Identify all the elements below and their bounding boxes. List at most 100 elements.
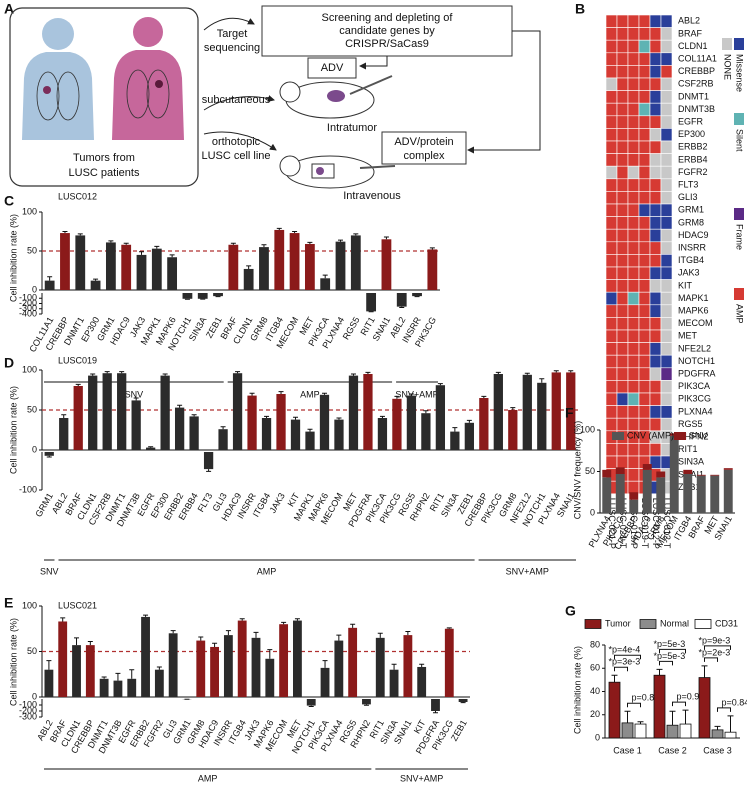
bar bbox=[168, 633, 178, 697]
heatmap-cell bbox=[605, 266, 618, 280]
heatmap-cell bbox=[627, 354, 640, 369]
legend-label: Tumor bbox=[605, 618, 631, 628]
group-label: SNV+AMP bbox=[400, 773, 443, 783]
y-axis-label: Cell inhibition rate (%) bbox=[8, 618, 18, 706]
error-bar bbox=[46, 455, 52, 458]
error-bar bbox=[230, 242, 236, 245]
bar bbox=[306, 699, 316, 706]
gene-label: PIK3CA bbox=[678, 381, 710, 391]
bar-segment bbox=[602, 469, 612, 478]
gene-label: MAPK6 bbox=[678, 305, 709, 315]
heatmap-cell bbox=[627, 241, 640, 255]
heatmap-cell bbox=[638, 14, 651, 28]
heatmap-cell bbox=[627, 14, 640, 28]
heatmap-cell bbox=[660, 153, 673, 167]
heatmap-cell bbox=[605, 102, 618, 117]
bar bbox=[621, 722, 634, 739]
significance-bracket bbox=[704, 645, 731, 650]
sample-label: LUSC-021-P bbox=[607, 498, 617, 549]
error-bar bbox=[212, 642, 218, 647]
heatmap-cell bbox=[605, 417, 618, 432]
heatmap-cell bbox=[649, 367, 662, 381]
error-bar bbox=[220, 426, 226, 430]
gene-label: ABL2 bbox=[678, 16, 700, 26]
bar bbox=[210, 646, 219, 697]
heatmap-cell bbox=[660, 380, 673, 394]
heatmap-cell bbox=[638, 140, 651, 154]
heatmap-cell bbox=[649, 304, 662, 318]
error-bar bbox=[423, 410, 429, 414]
heatmap-cell bbox=[627, 178, 640, 192]
group-label: AMP bbox=[198, 773, 218, 783]
error-bar bbox=[47, 276, 53, 281]
bar bbox=[403, 635, 413, 697]
diagram-label: subcutaneous bbox=[202, 94, 271, 106]
error-bar bbox=[408, 393, 414, 396]
diagram-label: complex bbox=[404, 150, 445, 162]
gene-label: COL11A1 bbox=[678, 53, 717, 63]
heatmap-cell bbox=[605, 115, 618, 129]
heatmap-cell bbox=[627, 77, 640, 91]
heatmap-cell bbox=[638, 367, 651, 381]
y-tick-label: 50 bbox=[585, 466, 595, 476]
heatmap-cell bbox=[616, 39, 629, 54]
error-bar bbox=[143, 614, 149, 617]
error-bar bbox=[246, 265, 252, 269]
heatmap-cell bbox=[638, 279, 651, 293]
chart-title: LUSC021 bbox=[58, 600, 97, 610]
bar-segment bbox=[642, 464, 652, 470]
heatmap-cell bbox=[627, 291, 640, 306]
bar bbox=[334, 419, 344, 450]
heatmap-cell bbox=[627, 329, 640, 343]
bar bbox=[305, 431, 315, 450]
heatmap-cell bbox=[649, 291, 662, 306]
bar bbox=[458, 699, 468, 702]
error-bar bbox=[460, 702, 466, 704]
heatmap-cell bbox=[627, 392, 640, 406]
heatmap-cell bbox=[605, 455, 618, 469]
bar bbox=[73, 386, 83, 450]
patient-figure bbox=[112, 17, 184, 140]
error-bar bbox=[87, 640, 93, 646]
bar bbox=[381, 239, 392, 290]
heatmap-cell bbox=[660, 241, 673, 255]
bar bbox=[666, 724, 679, 739]
heatmap-cell bbox=[616, 216, 629, 230]
bar bbox=[698, 677, 711, 739]
gene-label: MAPK1 bbox=[678, 293, 709, 303]
heatmap-cell bbox=[616, 90, 629, 104]
heatmap-cell bbox=[627, 27, 640, 41]
bar bbox=[350, 235, 361, 290]
heatmap-cell bbox=[616, 203, 629, 217]
bar bbox=[59, 418, 69, 450]
heatmap-cell bbox=[649, 115, 662, 129]
legend-swatch bbox=[722, 38, 732, 50]
heatmap-cell bbox=[605, 14, 618, 28]
heatmap-cell bbox=[649, 354, 662, 369]
heatmap-cell bbox=[638, 304, 651, 318]
gene-label: RGS5 bbox=[678, 419, 703, 429]
heatmap-cell bbox=[649, 216, 662, 230]
heatmap-cell bbox=[616, 102, 629, 117]
bar bbox=[99, 678, 109, 697]
bar bbox=[363, 374, 373, 450]
error-bar bbox=[405, 630, 411, 636]
heatmap-cell bbox=[649, 90, 662, 104]
diagram-label: sequencing bbox=[204, 42, 260, 54]
bar bbox=[146, 447, 156, 450]
bar bbox=[335, 241, 346, 290]
bar bbox=[634, 723, 647, 739]
heatmap-cell bbox=[649, 279, 662, 293]
bar bbox=[218, 429, 228, 450]
heatmap-cell bbox=[660, 77, 673, 91]
heatmap-cell bbox=[660, 115, 673, 129]
panel-letter: C bbox=[4, 193, 14, 209]
heatmap-cell bbox=[616, 241, 629, 255]
group-label: SNV+AMP bbox=[506, 566, 549, 576]
bar bbox=[259, 247, 269, 290]
bar bbox=[265, 658, 275, 697]
bar bbox=[237, 620, 247, 697]
error-bar bbox=[399, 306, 405, 308]
y-tick-label: 100 bbox=[22, 364, 37, 374]
heatmap-cell bbox=[660, 367, 673, 381]
